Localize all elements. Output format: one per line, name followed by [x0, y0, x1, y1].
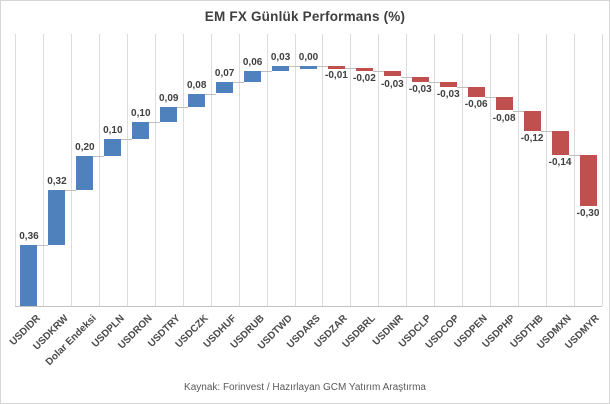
value-label-USDCZK: 0,08	[186, 79, 207, 91]
waterfall-bar-USDKRW	[48, 190, 66, 245]
gridline	[294, 34, 296, 306]
waterfall-connector	[93, 156, 105, 158]
value-label-USDTWD: 0,03	[270, 52, 291, 64]
value-label-USDMYR: -0,30	[576, 207, 600, 219]
value-label-USDRUB: 0,06	[242, 57, 263, 69]
waterfall-bar-USDPEN	[467, 86, 485, 97]
gridline	[546, 34, 548, 306]
waterfall-bar-USDMYR	[579, 154, 597, 206]
gridline	[266, 34, 268, 306]
waterfall-connector	[540, 130, 552, 132]
x-axis-line	[15, 306, 602, 307]
value-label-USDHUF: 0,07	[214, 67, 235, 79]
waterfall-connector	[568, 154, 580, 156]
value-label-USDTHB: -0,12	[520, 132, 544, 144]
waterfall-bar-USDZAR	[327, 66, 345, 69]
gridline	[154, 34, 156, 306]
gridline	[182, 34, 184, 306]
gridline	[350, 34, 352, 306]
waterfall-connector	[233, 81, 245, 83]
waterfall-bar-USDRON	[132, 122, 150, 140]
waterfall-connector	[484, 96, 496, 98]
waterfall-connector	[149, 122, 161, 124]
waterfall-connector	[428, 81, 440, 83]
waterfall-connector	[177, 107, 189, 109]
waterfall-connector	[372, 71, 384, 73]
waterfall-bar-USDHUF	[216, 81, 234, 94]
chart-title: EM FX Günlük Performans (%)	[204, 9, 406, 24]
value-label-USDTRY: 0,09	[159, 93, 179, 105]
gridline	[238, 34, 240, 306]
gridline	[15, 34, 16, 306]
value-label-USDBRL: -0,02	[352, 73, 376, 85]
waterfall-connector	[65, 190, 77, 192]
waterfall-connector	[344, 68, 356, 69]
value-label-USDPLN: 0,10	[103, 125, 123, 137]
waterfall-bar-USDTRY	[160, 107, 178, 123]
value-label-USDMXN: -0,14	[548, 156, 572, 168]
waterfall-bar-USDBRL	[355, 68, 373, 72]
waterfall-bar-USDARS	[300, 66, 317, 69]
waterfall-bar-USDCOP	[439, 81, 457, 87]
value-label-USDRON: 0,10	[131, 108, 151, 120]
waterfall-connector	[289, 66, 300, 68]
gridline	[434, 34, 436, 306]
value-label-USDPEN: -0,06	[464, 98, 488, 110]
value-label-USDPHP: -0,08	[492, 112, 516, 124]
value-label-USDKRW: 0,32	[47, 176, 67, 188]
gridline	[518, 34, 520, 306]
value-label-Dolar Endeksi: 0,20	[75, 142, 95, 154]
waterfall-connector	[317, 66, 328, 68]
waterfall-bar-USDPHP	[495, 96, 513, 111]
waterfall-connector	[205, 93, 217, 95]
waterfall-bar-USDIDR	[20, 244, 38, 306]
gridline	[98, 34, 100, 306]
waterfall-bar-USDTHB	[523, 110, 541, 131]
waterfall-connector	[456, 86, 468, 88]
waterfall-connector	[261, 71, 273, 73]
gridline	[602, 34, 603, 306]
value-label-USDCOP: -0,03	[436, 88, 460, 100]
waterfall-bar-USDPLN	[104, 139, 122, 157]
gridline	[574, 34, 576, 306]
waterfall-connector	[400, 76, 412, 78]
waterfall-bar-USDTWD	[272, 66, 290, 72]
waterfall-bar-USDMXN	[551, 130, 569, 155]
gridline	[210, 34, 212, 306]
value-label-USDZAR: -0,01	[325, 70, 348, 81]
gridline	[70, 34, 72, 306]
waterfall-bar-USDCZK	[188, 93, 206, 108]
gridline	[378, 34, 380, 306]
value-label-USDCLP: -0,03	[408, 83, 432, 95]
waterfall-connector	[512, 110, 524, 112]
value-label-USDIDR: 0,36	[19, 230, 39, 242]
waterfall-connector	[121, 139, 133, 141]
waterfall-connector	[37, 244, 49, 246]
gridline	[322, 34, 324, 306]
gridline	[406, 34, 408, 306]
waterfall-bar-USDCLP	[411, 76, 429, 82]
waterfall-bar-USDINR	[383, 71, 401, 77]
gridline	[42, 34, 44, 306]
gridline	[126, 34, 128, 306]
source-caption: Kaynak: Forinvest / Hazırlayan GCM Yatır…	[184, 382, 426, 393]
value-label-USDARS: 0,00	[298, 52, 319, 64]
plot-area: 0,36 0,32 0,20 0,10 0,10 0,09 0,08 0,07 0,06 0,03…	[15, 34, 603, 306]
waterfall-bar-Dolar Endeksi	[76, 156, 94, 191]
gridline	[490, 34, 492, 306]
gridline	[462, 34, 464, 306]
value-label-USDINR: -0,03	[380, 78, 404, 90]
waterfall-bar-USDRUB	[244, 71, 262, 82]
